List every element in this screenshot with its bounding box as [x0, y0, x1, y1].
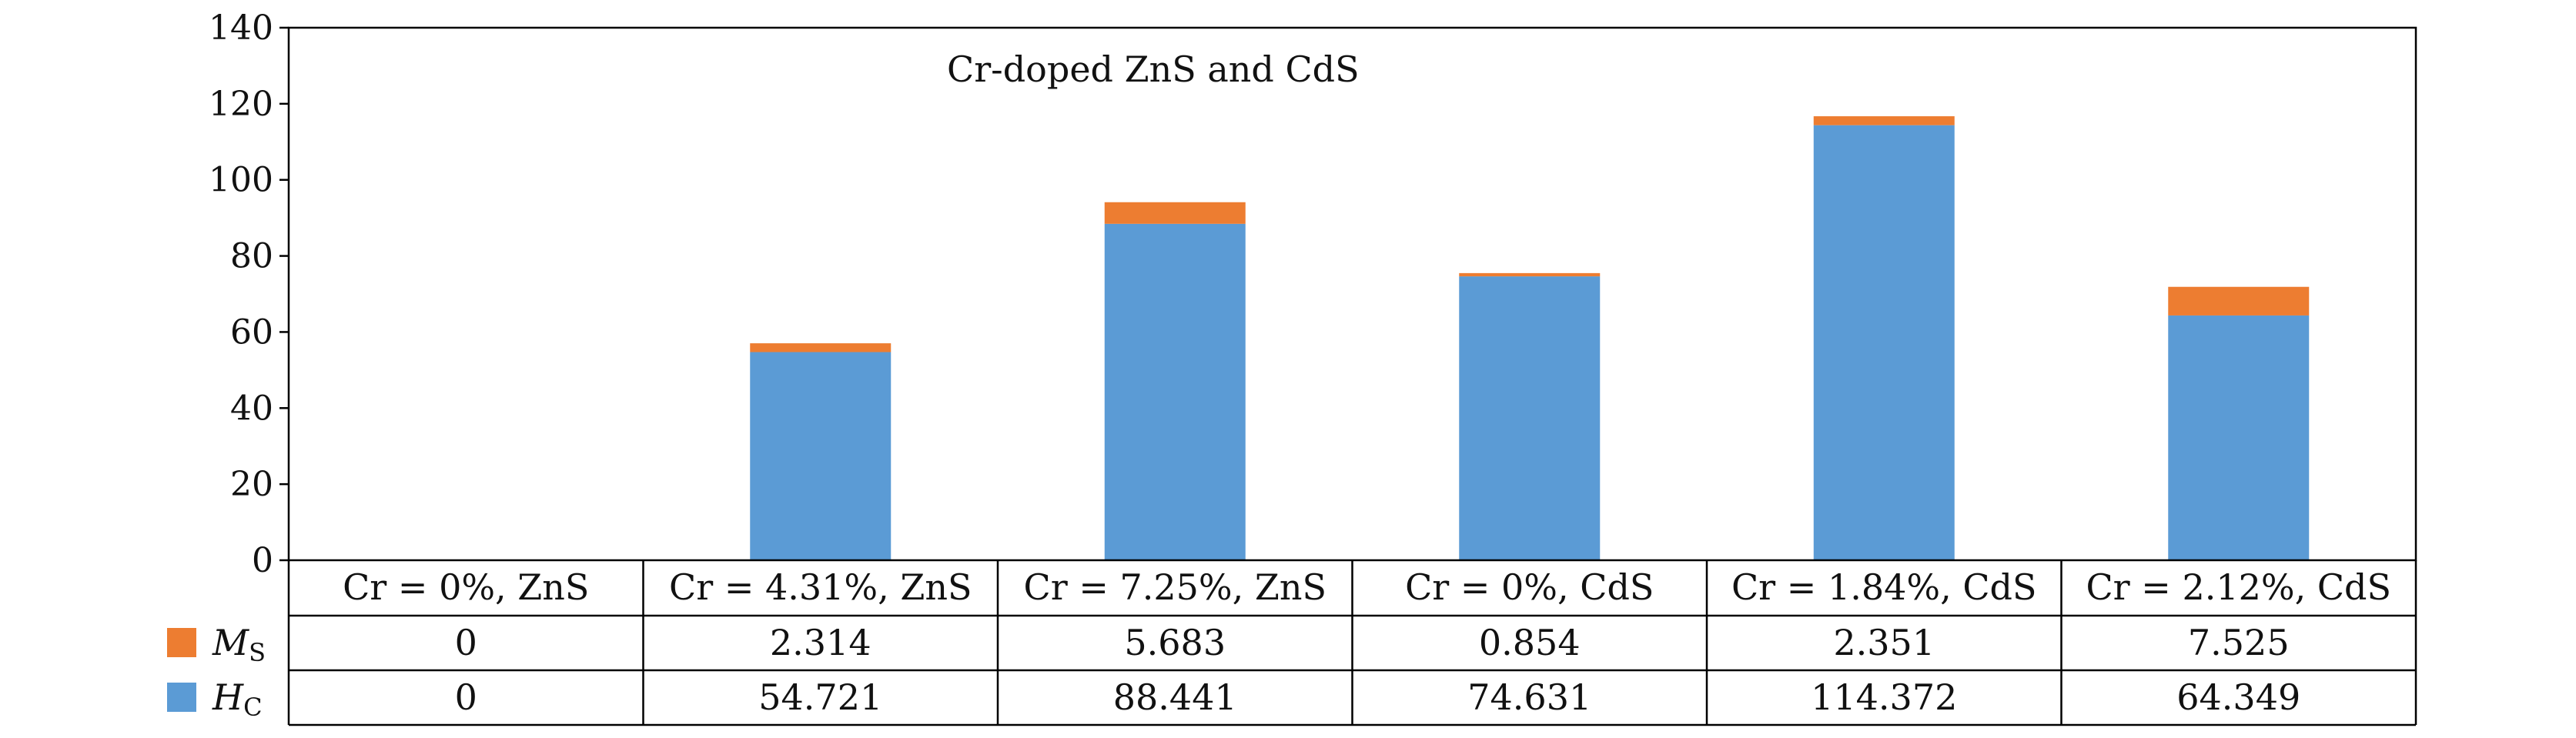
category-label: Cr = 0%, ZnS: [343, 566, 589, 608]
category-label: Cr = 1.84%, CdS: [1731, 566, 2037, 608]
y-tick-label: 0: [252, 541, 273, 580]
bar-hc-3: [1104, 223, 1246, 560]
category-label: Cr = 2.12%, CdS: [2086, 566, 2391, 608]
y-tick-label: 100: [209, 161, 273, 200]
y-tick-label: 120: [209, 85, 273, 124]
legend-label-ms: MS: [212, 622, 266, 667]
bar-hc-6: [2168, 315, 2310, 560]
value-label-hc: 114.372: [1811, 676, 1957, 718]
bar-ms-3: [1104, 202, 1246, 224]
y-tick-label: 60: [230, 312, 273, 352]
value-label-hc: 0: [455, 676, 477, 718]
value-label-ms: 2.314: [770, 622, 871, 663]
y-tick-label: 80: [230, 237, 273, 276]
legend-label-hc: HC: [212, 676, 263, 722]
bar-layer: [750, 116, 2310, 560]
chart-title: Cr-doped ZnS and CdS: [947, 48, 1360, 90]
y-tick-label: 20: [230, 465, 273, 504]
value-label-hc: 64.349: [2176, 676, 2300, 718]
value-label-ms: 7.525: [2188, 622, 2290, 663]
value-label-ms: 5.683: [1124, 622, 1226, 663]
bar-ms-6: [2168, 286, 2310, 316]
bar-hc-5: [1813, 125, 1955, 560]
bar-hc-2: [750, 352, 892, 560]
value-label-ms: 0: [455, 622, 477, 663]
bar-ms-5: [1813, 116, 1955, 125]
data-table: Cr = 0%, ZnS Cr = 4.31%, ZnS Cr = 7.25%, Z…: [167, 560, 2417, 726]
value-label-hc: 74.631: [1467, 676, 1591, 718]
bar-hc-4: [1459, 276, 1601, 560]
bar-ms-2: [750, 343, 892, 352]
value-label-hc: 88.441: [1113, 676, 1237, 718]
value-label-hc: 54.721: [758, 676, 882, 718]
y-tick-label: 40: [230, 389, 273, 428]
axes-layer: 0 20 40 60 80 100 120 140: [209, 8, 2417, 580]
category-label: Cr = 4.31%, ZnS: [669, 566, 972, 608]
y-tick-label: 140: [209, 8, 273, 48]
value-label-ms: 0.854: [1479, 622, 1581, 663]
legend-swatch-ms: [167, 628, 196, 657]
plot-frame: [287, 26, 2417, 562]
value-label-ms: 2.351: [1833, 622, 1935, 663]
bar-ms-4: [1459, 272, 1601, 277]
legend-swatch-hc: [167, 683, 196, 712]
category-label: Cr = 7.25%, ZnS: [1024, 566, 1326, 608]
category-label: Cr = 0%, CdS: [1405, 566, 1654, 608]
